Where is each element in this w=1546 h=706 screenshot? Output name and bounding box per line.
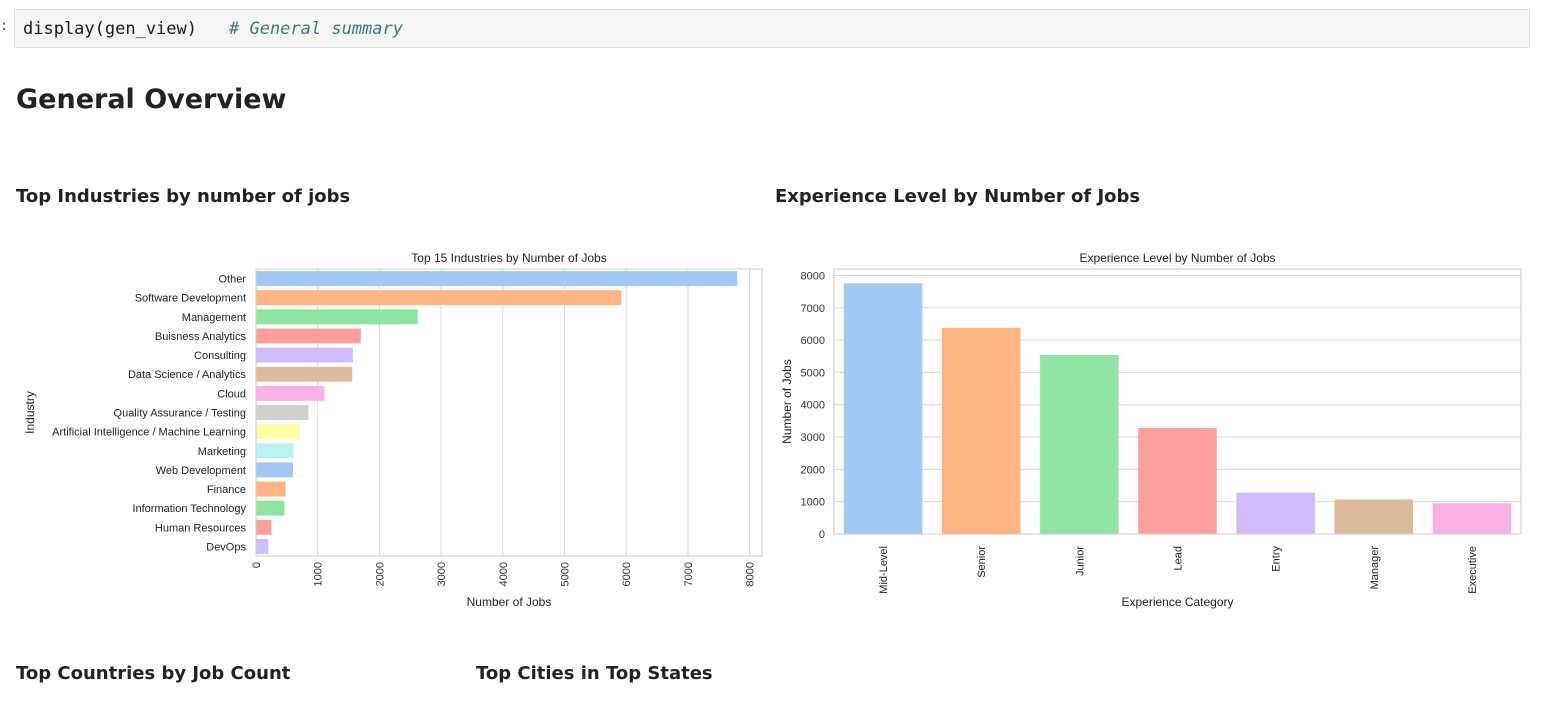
code-comment: # General summary <box>229 19 403 39</box>
chart-title: Top 15 Industries by Number of Jobs <box>411 251 606 265</box>
x-tick-label: 5000 <box>560 562 572 586</box>
bar <box>256 309 418 325</box>
x-tick-label: 2000 <box>374 562 386 586</box>
x-tick-label: Executive <box>1467 546 1479 594</box>
x-tick-label: Manager <box>1369 546 1381 590</box>
bar <box>843 283 923 534</box>
x-tick-label: Junior <box>1074 546 1086 576</box>
cell-prompt-marker: : <box>0 18 9 34</box>
bar <box>256 405 309 420</box>
bar <box>256 424 300 440</box>
y-tick-label: Consulting <box>194 350 246 362</box>
y-axis-label: Number of Jobs <box>780 359 794 444</box>
code-cell[interactable]: display(gen_view) # General summary <box>14 9 1530 48</box>
bar <box>256 347 353 363</box>
plot-frame <box>833 268 1522 535</box>
x-tick-label: 0 <box>251 562 263 568</box>
bar <box>256 328 361 344</box>
bar <box>256 519 272 535</box>
bar <box>256 443 294 459</box>
x-tick-label: Senior <box>976 546 988 578</box>
bar <box>1334 499 1414 534</box>
bar <box>256 500 285 516</box>
y-tick-label: Management <box>182 312 246 324</box>
y-tick-label: 7000 <box>801 303 825 315</box>
y-tick-label: Software Development <box>135 293 246 305</box>
x-tick-label: 6000 <box>621 562 633 586</box>
industries-bar-chart: 0 1000 2000 3000 4000 5000 6000 7000 8000 Other So… <box>23 251 763 609</box>
y-tick-label: 1000 <box>801 497 825 509</box>
y-tick-label: Data Science / Analytics <box>128 369 247 381</box>
bar <box>1138 428 1217 534</box>
y-tick-label: Marketing <box>198 446 246 458</box>
bar <box>256 462 294 478</box>
y-axis-label: Industry <box>23 391 37 434</box>
y-tick-label: Information Technology <box>132 503 246 515</box>
chart-title: Experience Level by Number of Jobs <box>1079 251 1275 265</box>
y-tick-label: 8000 <box>801 270 825 282</box>
page-title: General Overview <box>16 84 287 115</box>
plot-frame <box>255 268 763 557</box>
y-tick-label: DevOps <box>206 541 246 553</box>
bar <box>256 366 353 382</box>
bar <box>1236 492 1315 534</box>
section-heading-experience: Experience Level by Number of Jobs <box>775 186 1141 207</box>
experience-bar-chart: 0 1000 2000 3000 4000 5000 6000 7000 8000 Mid-Lev… <box>780 251 1522 609</box>
y-tick-label: 0 <box>819 529 825 541</box>
code-text: display(gen_view) <box>23 19 197 39</box>
section-heading-countries: Top Countries by Job Count <box>16 663 291 684</box>
y-tick-label: 6000 <box>801 335 825 347</box>
y-tick-label: Buisness Analytics <box>155 331 247 343</box>
x-axis-label: Experience Category <box>1121 595 1233 609</box>
bar <box>256 271 738 287</box>
y-tick-label: Artificial Intelligence / Machine Learni… <box>52 427 246 439</box>
y-tick-label: Other <box>218 274 246 286</box>
code-line[interactable]: display(gen_view) # General summary <box>23 19 403 39</box>
bar <box>256 481 286 497</box>
bar <box>941 327 1021 534</box>
bar <box>1040 354 1119 534</box>
bar <box>256 290 622 306</box>
x-axis-label: Number of Jobs <box>467 595 552 609</box>
y-tick-label: Finance <box>207 484 246 496</box>
y-tick-label: Quality Assurance / Testing <box>114 408 246 420</box>
x-tick-label: Lead <box>1173 546 1185 570</box>
y-tick-label: 5000 <box>801 367 825 379</box>
bar <box>256 385 325 401</box>
bar <box>256 538 269 554</box>
x-tick-label: Mid-Level <box>878 546 890 594</box>
y-tick-label: 4000 <box>801 400 825 412</box>
x-tick-label: 3000 <box>436 562 448 586</box>
y-tick-label: Human Resources <box>155 522 247 534</box>
y-tick-label: 2000 <box>801 464 825 476</box>
section-heading-industries: Top Industries by number of jobs <box>16 186 351 207</box>
y-tick-label: 3000 <box>801 432 825 444</box>
section-heading-cities: Top Cities in Top States <box>476 663 713 684</box>
bar <box>1432 503 1512 534</box>
x-tick-label: 7000 <box>683 562 695 586</box>
x-tick-label: 1000 <box>313 562 325 586</box>
y-tick-label: Cloud <box>217 388 246 400</box>
x-tick-label: 4000 <box>498 562 510 586</box>
x-tick-label: 8000 <box>745 562 757 586</box>
x-tick-label: Entry <box>1271 546 1283 572</box>
y-tick-label: Web Development <box>156 465 246 477</box>
